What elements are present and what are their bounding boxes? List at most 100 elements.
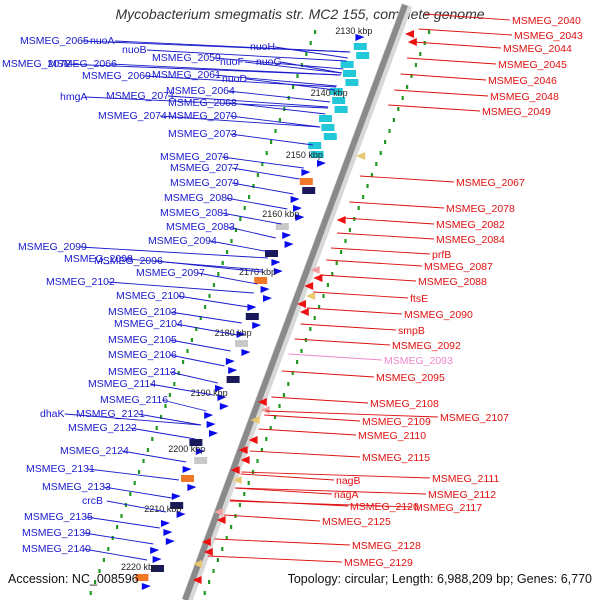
- scale-label: 2220 kbp: [121, 562, 158, 572]
- gene-arrow: [187, 484, 197, 491]
- gene-arrow: [297, 300, 306, 308]
- gene-arrow: [273, 268, 283, 275]
- track-dots: [326, 283, 329, 287]
- track-dots: [260, 448, 263, 452]
- track-dots: [291, 371, 294, 375]
- scale-label: 2140 kbp: [311, 88, 348, 98]
- left-gene-label: MSMEG_2083: [166, 221, 235, 233]
- gene-block: [356, 52, 370, 59]
- right-gene-label: MSMEG_2112: [428, 489, 496, 501]
- left-gene-label: MSMEG_2065: [20, 35, 89, 47]
- right-callout-line: [234, 487, 333, 495]
- right-callout-line: [229, 500, 413, 508]
- left-callout-line: [246, 78, 336, 91]
- gene-arrow: [195, 448, 205, 455]
- left-callout-line: [114, 40, 351, 53]
- gene-arrow: [241, 349, 251, 356]
- track-dots: [247, 481, 250, 485]
- track-dots: [225, 536, 228, 540]
- left-gene-label: nuoA: [90, 35, 115, 47]
- gene-block: [170, 502, 184, 509]
- right-callout-line: [234, 487, 427, 495]
- right-gene-label: MSMEG_2078: [446, 203, 515, 215]
- track-dots: [318, 305, 321, 309]
- left-callout-line: [169, 354, 225, 367]
- right-callout-line: [342, 217, 435, 225]
- gene-arrow: [209, 430, 218, 437]
- gene-block: [310, 151, 324, 158]
- right-gene-label: MSMEG_2107: [440, 412, 509, 424]
- scale-label: 2130 kbp: [335, 26, 372, 36]
- track-dots: [265, 151, 268, 155]
- gene-arrow: [225, 358, 235, 365]
- gene-arrow: [193, 560, 202, 568]
- gene-arrow: [282, 232, 292, 239]
- track-dots: [375, 162, 378, 166]
- track-dots: [322, 294, 325, 298]
- left-callout-line: [177, 295, 249, 308]
- track-dots: [120, 514, 123, 518]
- left-gene-label: nuoB: [122, 44, 147, 56]
- left-gene-label: MSMEG_2106: [108, 349, 177, 361]
- left-callout-line: [274, 46, 348, 59]
- left-gene-label: MSMEG_2105: [108, 334, 177, 346]
- gene-block: [181, 475, 194, 482]
- track-dots: [379, 151, 382, 155]
- gene-arrow: [295, 214, 305, 221]
- track-dots: [129, 492, 132, 496]
- gene-block: [265, 250, 278, 257]
- track-dots: [305, 52, 308, 56]
- left-callout-line: [197, 272, 258, 285]
- track-dots: [252, 184, 255, 188]
- gene-arrow: [336, 216, 346, 224]
- right-gene-label: MSMEG_2082: [436, 219, 505, 231]
- gene-arrow: [201, 538, 211, 546]
- gene-arrow: [216, 516, 226, 524]
- gene-arrow: [182, 466, 192, 473]
- gene-arrow: [317, 160, 326, 167]
- left-gene-label: MSMEG_2124: [60, 445, 129, 457]
- gene-arrow: [163, 529, 173, 536]
- right-gene-label: MSMEG_2088: [418, 276, 487, 288]
- right-callout-line: [271, 396, 369, 404]
- left-gene-label: MSMEG_2116: [100, 394, 168, 406]
- track-dots: [300, 349, 303, 353]
- right-callout-line: [330, 247, 431, 255]
- gene-arrow: [252, 322, 262, 329]
- left-gene-label: MSMEG_2074: [98, 110, 167, 122]
- gene-arrow: [152, 556, 162, 563]
- track-dots: [274, 415, 277, 419]
- left-callout-line: [169, 311, 242, 324]
- left-callout-line: [213, 57, 344, 70]
- gene-arrow: [290, 196, 300, 203]
- left-callout-line: [143, 75, 337, 88]
- track-dots: [107, 547, 110, 551]
- gene-arrow: [260, 286, 270, 293]
- right-callout-line: [240, 473, 335, 481]
- right-gene-label: MSMEG_2049: [482, 106, 551, 118]
- left-callout-line: [229, 133, 314, 146]
- gene-arrow: [219, 403, 229, 410]
- track-dots: [397, 107, 400, 111]
- right-gene-label: MSMEG_2044: [503, 43, 572, 55]
- track-dots: [313, 316, 316, 320]
- track-dots: [256, 173, 259, 177]
- track-dots: [243, 492, 246, 496]
- track-dots: [274, 129, 277, 133]
- left-callout-line: [137, 413, 202, 426]
- left-gene-label: MSMEG_2113: [108, 366, 176, 378]
- track-dots: [269, 426, 272, 430]
- right-callout-line: [281, 370, 375, 378]
- gene-arrow: [203, 548, 213, 556]
- track-dots: [348, 228, 351, 232]
- track-dots: [230, 239, 233, 243]
- left-gene-label: MSMEG_2098: [64, 253, 133, 265]
- gene-block: [345, 79, 359, 86]
- track-dots: [278, 118, 281, 122]
- left-gene-label: MSMEG_2069: [82, 70, 151, 82]
- left-callout-line: [64, 413, 202, 426]
- left-gene-label: MSMEG_2072: [2, 58, 71, 70]
- left-callout-line: [280, 61, 342, 74]
- track-dots: [392, 118, 395, 122]
- track-dots: [212, 283, 215, 287]
